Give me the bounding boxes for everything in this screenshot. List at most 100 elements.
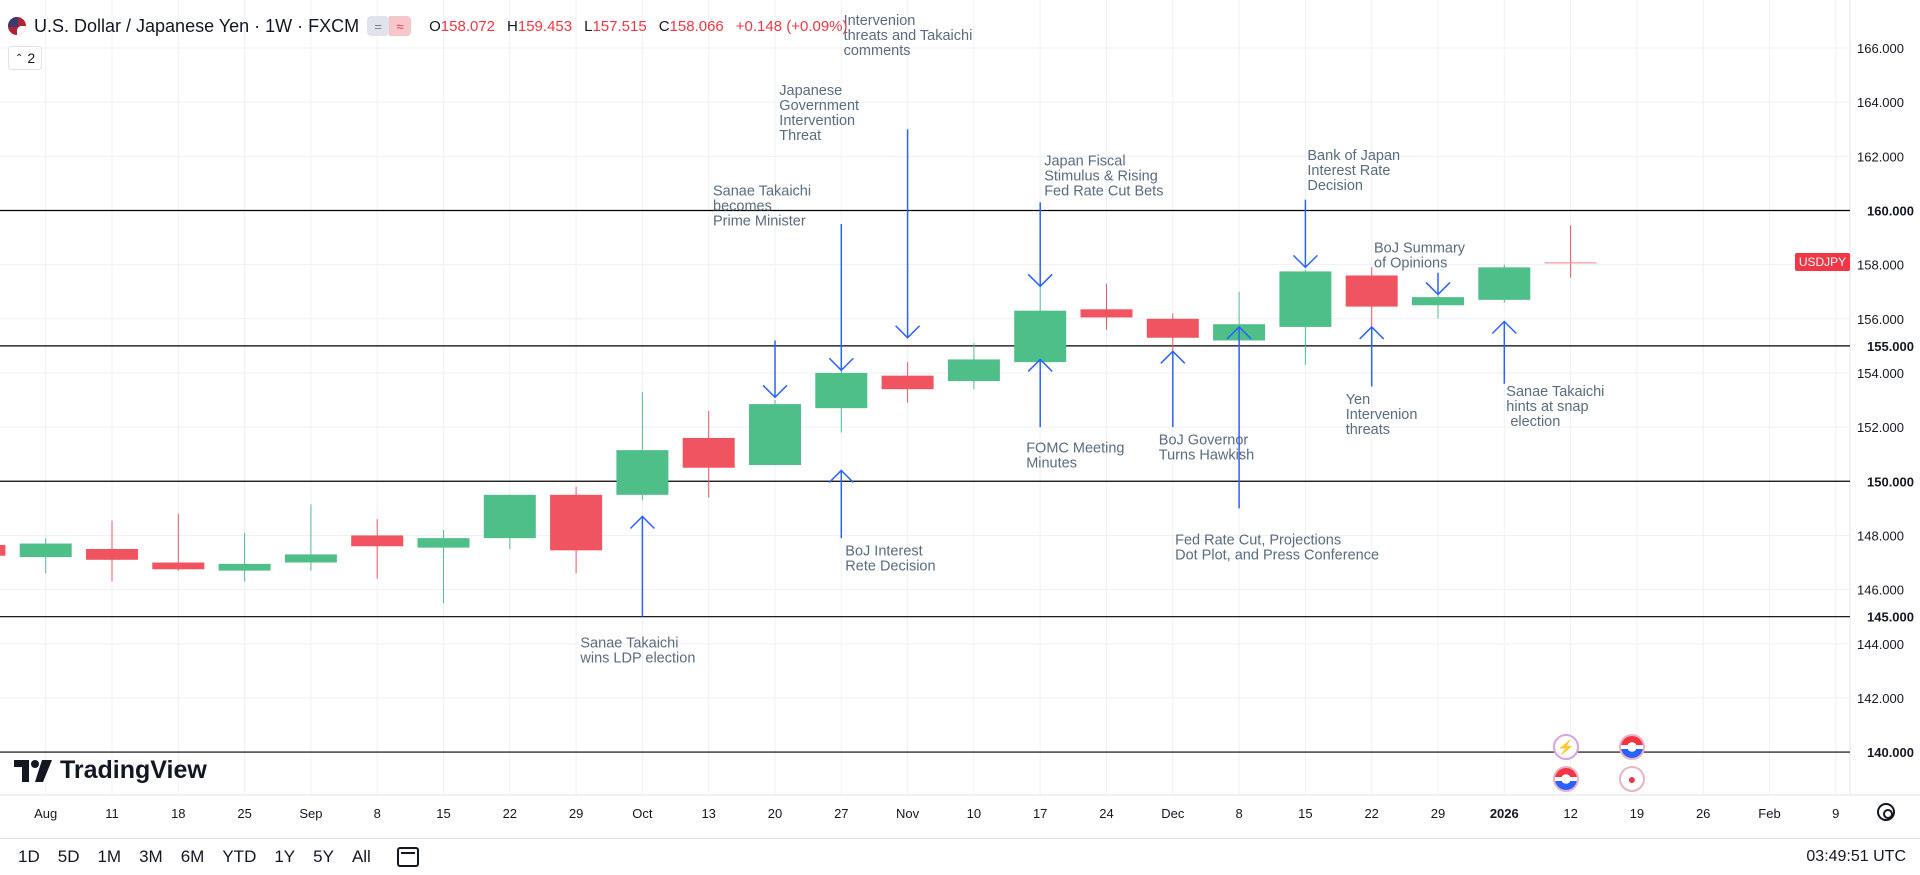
candle-body [86, 548, 138, 560]
y-tick-label: 158.000 [1857, 258, 1904, 273]
x-tick-label: 22 [1364, 806, 1378, 821]
annotation-arrowhead [828, 469, 854, 483]
x-tick-label: 10 [967, 806, 981, 821]
annotation-line: hints at snap [1506, 399, 1588, 415]
annotation-label: FOMC Meeting Minutes [1026, 441, 1124, 472]
level-label: 140.000 [1867, 745, 1914, 760]
annotation-arrowhead [1226, 325, 1252, 340]
x-tick-label: Aug [34, 806, 57, 821]
x-tick-label: 15 [1298, 806, 1312, 821]
symbol-title[interactable]: U.S. Dollar / Japanese Yen · 1W · FXCM [34, 15, 360, 36]
y-tick-label: 162.000 [1857, 149, 1904, 164]
annotation-arrowhead [629, 515, 655, 530]
annotation-line: Japan Fiscal [1044, 154, 1125, 170]
annotation-line: BoJ Summary [1374, 240, 1466, 256]
x-tick-label: Dec [1161, 806, 1185, 821]
us-flag-icon [8, 17, 26, 35]
level-tag-bg [1851, 201, 1919, 220]
range-1y-button[interactable]: 1Y [274, 847, 296, 866]
level-tag-bg [1851, 336, 1919, 355]
x-tick-label: 19 [1630, 806, 1644, 821]
us-flag-icon[interactable] [1553, 766, 1579, 792]
candle-body [483, 494, 536, 539]
annotation-line: Intervention [779, 113, 855, 129]
change-value: +0.148 (+0.09%) [735, 17, 848, 35]
x-tick-label: 24 [1099, 806, 1113, 821]
candle-body [947, 359, 1000, 382]
settings-icon[interactable] [1877, 803, 1895, 821]
annotation-line: Sanae Takaichi [1506, 384, 1604, 400]
candle-body [881, 375, 934, 390]
range-ytd-button[interactable]: YTD [222, 847, 257, 866]
x-tick-label: 2026 [1490, 806, 1519, 821]
calendar-icon[interactable] [396, 847, 419, 867]
utc-clock[interactable]: 03:49:51 UTC [1806, 848, 1906, 865]
range-5d-button[interactable]: 5D [57, 847, 80, 866]
level-label: 145.000 [1867, 610, 1914, 625]
level-label: 160.000 [1867, 203, 1914, 218]
flash-icon[interactable]: ⚡ [1553, 734, 1579, 760]
ohlc-values: O158.072 H159.453 L157.515 C158.066 +0.1… [429, 18, 847, 35]
annotation-line: threats [1346, 422, 1390, 438]
range-all-button[interactable]: All [351, 847, 371, 866]
range-1d-button[interactable]: 1D [18, 847, 40, 866]
tv-logo-icon [14, 759, 52, 782]
candle-body [550, 494, 603, 551]
range-5y-button[interactable]: 5Y [313, 847, 334, 866]
range-3m-button[interactable]: 3M [139, 847, 163, 866]
us-flag-icon[interactable] [1619, 734, 1645, 760]
annotation-line: Fed Rate Cut, Projections [1175, 533, 1341, 549]
annotation-arrowhead [1491, 320, 1517, 335]
level-label: 155.000 [1867, 339, 1914, 354]
x-tick-label: Nov [896, 806, 920, 821]
candle-body [1279, 271, 1332, 327]
high-label: H [507, 17, 518, 35]
tradingview-logo[interactable]: TradingView [14, 756, 207, 785]
open-value: 158.072 [440, 17, 496, 35]
annotation-line: Turns Hawkish [1159, 448, 1254, 464]
symbol-price-tag: USDJPY [1795, 253, 1850, 271]
annotation-line: Threat [779, 128, 821, 144]
candle-body [351, 535, 404, 547]
minimize-icon[interactable]: = [367, 16, 390, 36]
annotation-line: BoJ Interest [845, 544, 922, 560]
annotation-line: Stimulus & Rising [1044, 169, 1158, 185]
annotation-label: BoJ Interest Rete Decision [845, 544, 935, 575]
range-1m-button[interactable]: 1M [97, 847, 122, 866]
x-tick-label: 12 [1563, 806, 1577, 821]
x-tick-label: Oct [632, 806, 653, 821]
annotation-label: Sanae Takaichi becomes Prime Minister [713, 183, 811, 229]
annotation-line: Bank of Japan [1307, 148, 1400, 164]
annotation-arrowhead [1027, 273, 1053, 288]
candle-body [417, 538, 470, 548]
layers-count: 2 [27, 50, 36, 66]
annotation-line: wins LDP election [579, 651, 695, 667]
annotation-line: Dot Plot, and Press Conference [1175, 548, 1379, 564]
x-tick-label: 29 [1431, 806, 1445, 821]
y-tick-label: 164.000 [1857, 95, 1904, 110]
record-dot-icon[interactable]: ● [1619, 766, 1645, 792]
annotation-line: of Opinions [1374, 255, 1447, 271]
layers-toggle[interactable]: ⌃ 2 [8, 46, 43, 70]
y-tick-label: 154.000 [1857, 366, 1904, 381]
annotation-line: Sanae Takaichi [713, 183, 811, 199]
annotation-line: Fed Rate Cut Bets [1044, 184, 1163, 200]
annotation-line: threats and Takaichi [844, 28, 973, 44]
candle-body [1146, 318, 1199, 338]
annotation-arrowhead [895, 325, 921, 339]
annotation-label: Sanae Takaichi hints at snap election [1506, 384, 1604, 430]
x-tick-label: Feb [1758, 806, 1780, 821]
x-tick-label: 22 [503, 806, 517, 821]
x-tick-label: 20 [768, 806, 782, 821]
low-label: L [584, 17, 593, 35]
annotation-line: BoJ Governor [1159, 433, 1249, 449]
chevron-up-icon: ⌃ [15, 52, 24, 64]
annotation-arrowhead [1359, 325, 1385, 340]
annotation-arrowhead [1160, 350, 1186, 364]
range-6m-button[interactable]: 6M [180, 847, 205, 866]
candle-body [1478, 267, 1531, 300]
close-value: 158.066 [669, 17, 724, 35]
candle-body [218, 563, 271, 571]
wave-icon[interactable]: ≈ [389, 16, 412, 36]
